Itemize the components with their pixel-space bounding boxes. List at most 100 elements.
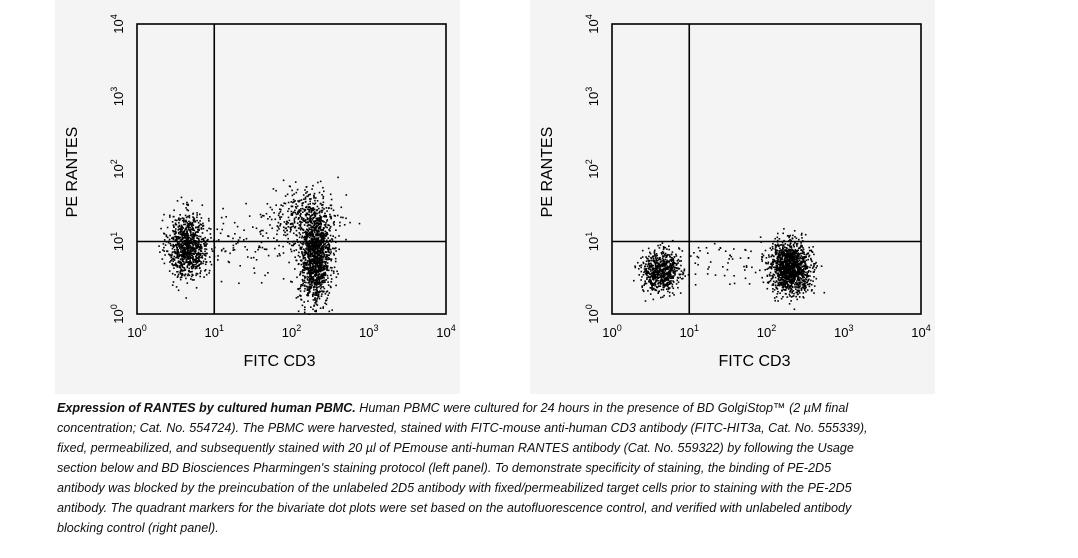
event-dot bbox=[169, 242, 172, 245]
event-dot bbox=[772, 276, 774, 279]
event-dot bbox=[221, 249, 223, 251]
event-dot bbox=[324, 212, 326, 215]
event-dot bbox=[319, 239, 322, 242]
event-dot bbox=[805, 256, 807, 258]
event-dot bbox=[651, 268, 654, 270]
event-dot bbox=[772, 258, 774, 261]
event-dot bbox=[663, 273, 666, 276]
event-dot bbox=[198, 229, 200, 232]
event-dot bbox=[180, 230, 182, 232]
event-dot bbox=[321, 260, 324, 263]
event-dot bbox=[188, 224, 190, 227]
event-dot bbox=[189, 230, 192, 232]
event-dot bbox=[190, 254, 193, 256]
event-dot bbox=[292, 223, 294, 225]
event-dot bbox=[183, 217, 185, 220]
event-dot bbox=[205, 244, 207, 246]
event-dot bbox=[788, 277, 790, 279]
event-dot bbox=[317, 278, 320, 281]
event-dot bbox=[664, 277, 667, 279]
event-dot bbox=[769, 271, 772, 274]
event-dot bbox=[770, 266, 773, 269]
event-dot bbox=[271, 208, 273, 211]
event-dot bbox=[306, 288, 309, 290]
event-dot bbox=[660, 288, 663, 291]
event-dot bbox=[796, 256, 799, 259]
event-dot bbox=[666, 253, 669, 256]
event-dot bbox=[316, 217, 319, 220]
event-dot bbox=[199, 252, 201, 255]
event-dot bbox=[804, 260, 806, 263]
event-dot bbox=[322, 197, 324, 200]
event-dot bbox=[662, 263, 664, 265]
event-dot bbox=[191, 257, 194, 260]
event-dot bbox=[193, 220, 195, 223]
event-dot bbox=[303, 236, 305, 239]
event-dot bbox=[301, 304, 304, 307]
event-dot bbox=[805, 286, 807, 289]
event-dot bbox=[325, 279, 328, 281]
event-dot bbox=[677, 277, 679, 279]
event-dot bbox=[282, 226, 285, 228]
event-dot bbox=[329, 213, 331, 216]
left-y-axis-label: PE RANTES bbox=[64, 127, 81, 218]
event-dot bbox=[783, 228, 785, 230]
event-dot bbox=[290, 226, 293, 228]
event-dot bbox=[202, 227, 205, 230]
event-dot bbox=[304, 252, 307, 255]
event-dot bbox=[797, 247, 800, 250]
event-dot bbox=[300, 285, 302, 288]
event-dot bbox=[661, 265, 664, 268]
event-dot bbox=[180, 196, 183, 199]
event-dot bbox=[308, 258, 311, 261]
event-dot bbox=[662, 286, 664, 289]
event-dot bbox=[299, 246, 302, 249]
event-dot bbox=[805, 259, 808, 262]
event-dot bbox=[159, 251, 161, 253]
event-dot bbox=[329, 258, 331, 260]
event-dot bbox=[189, 242, 192, 244]
event-dot bbox=[190, 233, 192, 235]
event-dot bbox=[653, 282, 656, 285]
event-dot bbox=[180, 244, 183, 246]
event-dot bbox=[175, 228, 177, 230]
event-dot bbox=[776, 239, 779, 242]
event-dot bbox=[305, 221, 307, 224]
event-dot bbox=[789, 264, 792, 267]
event-dot bbox=[312, 258, 314, 260]
event-dot bbox=[178, 219, 181, 222]
event-dot bbox=[188, 214, 191, 217]
event-dot bbox=[186, 222, 189, 224]
event-dot bbox=[305, 232, 307, 235]
event-dot bbox=[647, 263, 649, 266]
event-dot bbox=[659, 261, 662, 263]
event-dot bbox=[222, 207, 224, 210]
event-dot bbox=[297, 254, 300, 257]
event-dot bbox=[320, 222, 322, 225]
event-dot bbox=[326, 220, 328, 222]
event-dot bbox=[320, 266, 323, 269]
event-dot bbox=[792, 255, 795, 258]
event-dot bbox=[776, 249, 778, 252]
event-dot bbox=[777, 284, 779, 287]
event-dot bbox=[285, 234, 287, 237]
event-dot bbox=[186, 245, 188, 248]
event-dot bbox=[294, 226, 296, 229]
event-dot bbox=[651, 282, 653, 284]
event-dot bbox=[327, 224, 329, 226]
event-dot bbox=[796, 262, 799, 264]
event-dot bbox=[809, 282, 811, 285]
event-dot bbox=[790, 283, 793, 285]
event-dot bbox=[768, 280, 770, 283]
event-dot bbox=[310, 276, 312, 278]
event-dot bbox=[331, 238, 333, 240]
event-dot bbox=[312, 235, 314, 237]
event-dot bbox=[726, 268, 729, 271]
event-dot bbox=[299, 228, 302, 230]
event-dot bbox=[770, 263, 772, 266]
event-dot bbox=[322, 253, 324, 255]
event-dot bbox=[297, 310, 300, 313]
event-dot bbox=[316, 250, 318, 253]
event-dot bbox=[269, 206, 272, 209]
event-dot bbox=[778, 238, 781, 240]
